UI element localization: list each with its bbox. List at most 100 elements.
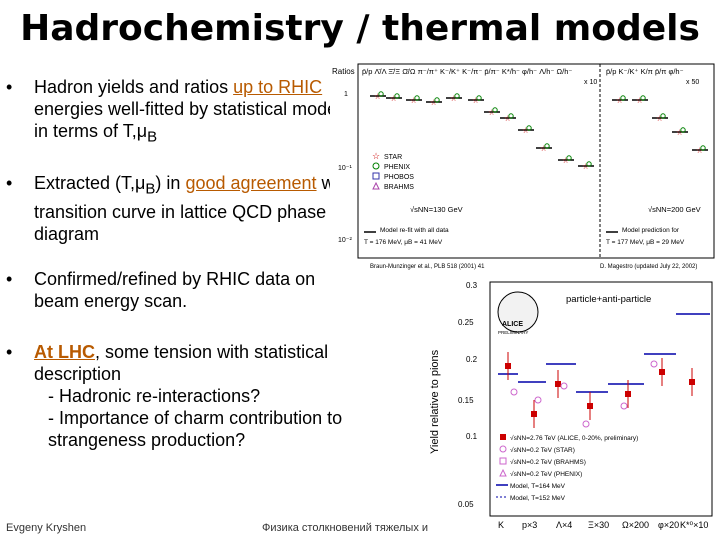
star-marker: ☆ [450, 94, 457, 103]
star-marker: ☆ [676, 128, 683, 137]
yields-title: particle+anti-particle [566, 294, 651, 305]
footer-author: Evgeny Kryshen [6, 522, 87, 534]
star-marker [534, 396, 542, 404]
ratio-data-marks: ☆ ☆ ☆ ☆ ☆ ☆ ☆ ☆ ☆ ☆ ☆ ☆ ☆ ☆ ☆ ☆ ☆ [370, 91, 708, 171]
star-marker: ☆ [696, 146, 703, 155]
bullet-dot: • [6, 77, 13, 97]
phenix-marker [414, 95, 420, 101]
star-marker: ☆ [656, 114, 663, 123]
fit-right-params: T = 177 MeV, μB = 29 MeV [606, 239, 685, 246]
yields-xlabel: p×3 [522, 520, 537, 530]
star-marker: ☆ [504, 114, 511, 123]
star-marker: ☆ [540, 144, 547, 153]
alice-marker [531, 411, 537, 417]
ratios-ytick: 10⁻¹ [338, 165, 352, 172]
phenix-marker [640, 95, 646, 101]
fit-left-title: Model re-fit with all data [380, 227, 449, 234]
legend-phenix: √sNN=0.2 TeV (PHENIX) [510, 470, 582, 478]
alice-marker-icon [500, 434, 506, 440]
star-marker [560, 382, 568, 390]
ratios-header-right: p̄/p K⁻/K⁺ K/π p̄/π φ/h⁻ [606, 67, 684, 76]
yield-data-marks [498, 313, 710, 428]
star-marker: ☆ [430, 98, 437, 107]
yields-ytick: 0.3 [466, 281, 478, 290]
ratios-header-left-scale: x 10 [584, 79, 597, 86]
brahms-marker-icon [372, 181, 380, 190]
phobos-marker-icon [372, 172, 380, 180]
legend-star: √sNN=0.2 TeV (STAR) [510, 446, 575, 454]
phenix-marker [394, 93, 400, 99]
bullet-link: up to RHIC [233, 77, 323, 97]
bullet-dot: • [6, 342, 13, 362]
bullet-text: At LHC, some tension with statistical de… [34, 341, 359, 451]
slide-title: Hadrochemistry / thermal models [20, 8, 700, 49]
ratios-ytick: 10⁻² [338, 237, 352, 244]
phenix-marker [566, 155, 572, 161]
phenix-marker [434, 97, 440, 103]
alice-marker [689, 379, 695, 385]
ratios-ref-right: D. Magestro (updated July 22, 2002) [600, 264, 697, 270]
star-marker-icon: ☆ [372, 151, 380, 161]
yields-xlabel: φ×20 [658, 520, 679, 530]
bullet-text-part: ) in [155, 173, 186, 193]
star-marker: ☆ [522, 126, 529, 135]
alice-logo-icon [497, 291, 539, 333]
ratios-header-left: p̄/p Λ̄/Λ Ξ̄/Ξ Ω̄/Ω π⁻/π⁺ K⁻/K⁺ K⁻/π⁻ p̄… [362, 67, 572, 76]
phenix-marker [508, 113, 514, 119]
ratios-figure: Ratios p̄/p Λ̄/Λ Ξ̄/Ξ Ω̄/Ω π⁻/π⁺ K⁻/K⁺ K… [330, 60, 718, 272]
legend-phenix: PHENIX [384, 164, 410, 171]
energy-label-right: √sNN=200 GeV [648, 205, 701, 214]
yields-xlabel: K*⁰×10 [680, 520, 708, 530]
star-marker [510, 388, 518, 396]
footer-course: Физика столкновений тяжелых и [262, 522, 429, 534]
legend-alice: √sNN=2.76 TeV (ALICE, 0-20%, preliminary… [510, 434, 638, 442]
bullet-dot: • [6, 173, 13, 193]
yields-xlabel: Ξ×30 [588, 520, 609, 530]
star-marker: ☆ [390, 94, 397, 103]
bullet-dot: • [6, 269, 13, 289]
phenix-marker [544, 143, 550, 149]
ratios-frame [357, 63, 715, 259]
bullet-text: Hadron yields and ratios up to RHIC ener… [34, 76, 359, 149]
phenix-marker [378, 91, 384, 97]
yields-xlabel: Ω×200 [622, 520, 649, 530]
ratios-ref-left: Braun-Munzinger et al., PLB 518 (2001) 4… [370, 264, 485, 270]
yields-frame [489, 281, 713, 517]
yields-ytick: 0.25 [458, 318, 474, 327]
phenix-marker [660, 113, 666, 119]
sub-bullet: - Hadronic re-interactions? [48, 386, 261, 406]
star-marker [620, 402, 628, 410]
phenix-marker [526, 125, 532, 131]
bullet-subscript: B [145, 180, 156, 198]
star-marker: ☆ [616, 96, 623, 105]
bullet-text-part: , some tension with statistical descript… [34, 342, 329, 384]
legend-model-152: Model, T=152 MeV [510, 495, 566, 502]
bullet-text-part: Extracted (T,μ [34, 173, 146, 193]
legend-star: STAR [384, 154, 402, 161]
alice-marker [625, 391, 631, 397]
bullet-link: good agreement [185, 173, 317, 193]
yields-ytick: 0.05 [458, 500, 474, 509]
yields-ytick: 0.1 [466, 432, 478, 441]
star-marker [582, 420, 590, 428]
legend-phobos: PHOBOS [384, 174, 414, 181]
fit-right-title: Model prediction for [622, 227, 680, 234]
phenix-marker [680, 127, 686, 133]
phenix-marker [492, 107, 498, 113]
ratios-ylabel: Ratios [332, 67, 355, 76]
phenix-marker [454, 93, 460, 99]
legend-model-164: Model, T=164 MeV [510, 483, 566, 490]
bullet-text-part: energies well-fitted by statistical mode… [34, 99, 342, 141]
fit-left-params: T = 176 MeV, μB = 41 MeV [364, 239, 443, 246]
star-marker: ☆ [410, 96, 417, 105]
alice-marker [555, 381, 561, 387]
bullet-link: At LHC [34, 342, 95, 362]
phenix-marker [700, 145, 706, 151]
bullet-text: Confirmed/refined by RHIC data on beam e… [34, 269, 316, 311]
alice-logo-subtext: PRELIMINARY [498, 330, 528, 335]
star-marker: ☆ [562, 156, 569, 165]
legend-brahms: BRAHMS [384, 184, 414, 191]
alice-marker [505, 363, 511, 369]
legend-brahms: √sNN=0.2 TeV (BRAHMS) [510, 458, 586, 466]
yields-legend: √sNN=2.76 TeV (ALICE, 0-20%, preliminary… [496, 434, 638, 502]
